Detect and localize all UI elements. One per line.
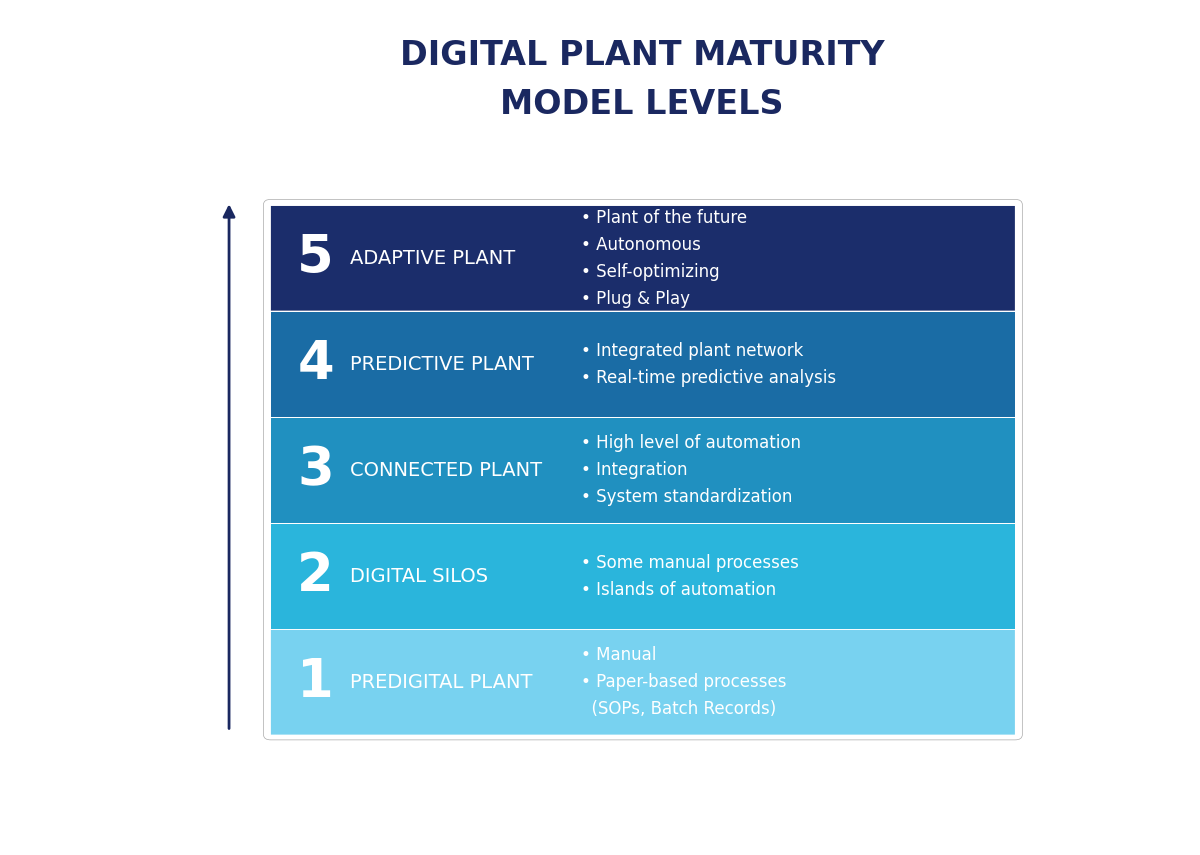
Text: • Some manual processes
• Islands of automation: • Some manual processes • Islands of aut… [581, 554, 798, 598]
Text: 1: 1 [298, 657, 334, 708]
Bar [271, 418, 1015, 522]
Text: PREDIGITAL PLANT: PREDIGITAL PLANT [350, 673, 533, 692]
Bar [271, 312, 1015, 416]
Text: • Manual
• Paper-based processes
  (SOPs, Batch Records): • Manual • Paper-based processes (SOPs, … [581, 646, 786, 718]
Text: 5: 5 [298, 233, 334, 285]
Text: 2: 2 [298, 551, 334, 602]
FancyBboxPatch shape [271, 630, 1015, 734]
Text: DIGITAL PLANT MATURITY: DIGITAL PLANT MATURITY [400, 39, 884, 72]
Text: 3: 3 [298, 445, 334, 496]
Text: • High level of automation
• Integration
• System standardization: • High level of automation • Integration… [581, 434, 800, 506]
Text: PREDICTIVE PLANT: PREDICTIVE PLANT [350, 355, 534, 374]
FancyBboxPatch shape [271, 206, 1015, 310]
Text: CONNECTED PLANT: CONNECTED PLANT [350, 461, 542, 480]
Text: • Integrated plant network
• Real-time predictive analysis: • Integrated plant network • Real-time p… [581, 342, 835, 386]
Text: DIGITAL SILOS: DIGITAL SILOS [350, 567, 488, 586]
Text: ADAPTIVE PLANT: ADAPTIVE PLANT [350, 249, 515, 268]
Text: 4: 4 [298, 339, 334, 390]
Bar [271, 524, 1015, 628]
Text: • Plant of the future
• Autonomous
• Self-optimizing
• Plug & Play: • Plant of the future • Autonomous • Sel… [581, 209, 746, 308]
Text: MODEL LEVELS: MODEL LEVELS [500, 88, 784, 121]
